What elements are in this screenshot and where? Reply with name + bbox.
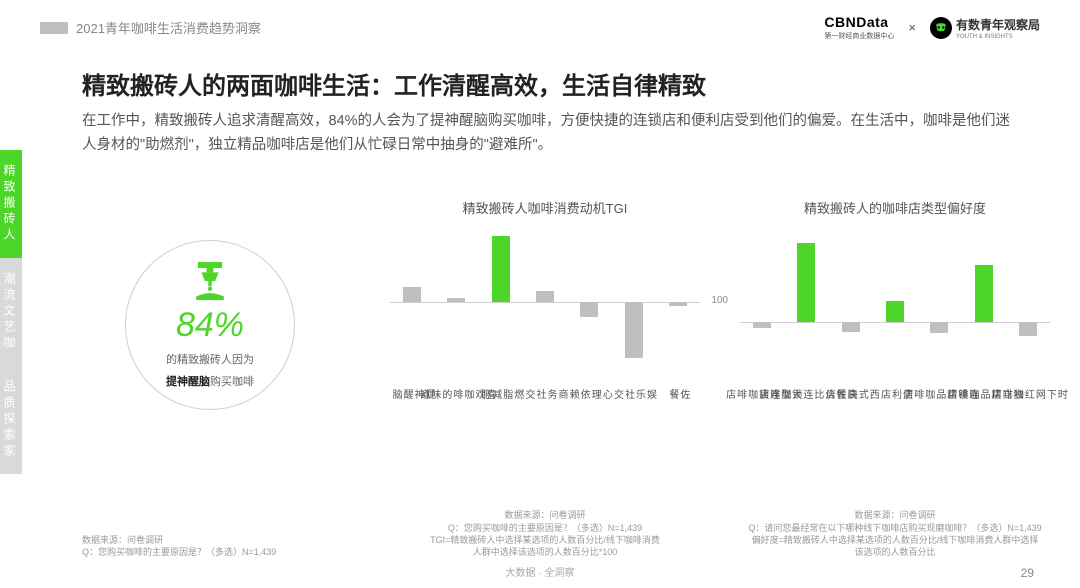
bar-column: 便利店 [879, 227, 911, 377]
chart-tgi-area: 100提神醒脑喜欢咖啡的味道燃脂减肥商务社交心理依赖娱乐社交佐餐 [390, 227, 700, 377]
bar-column: 提神醒脑 [396, 227, 428, 377]
side-tab[interactable]: 精致搬砖人 [0, 150, 22, 258]
bar-label: 心理依赖 [567, 389, 611, 400]
header-left: 2021青年咖啡生活消费趋势洞察 [40, 18, 261, 37]
bar [492, 236, 510, 302]
chart-preference-area: 大型连锁咖啡店高性价比连锁咖啡店西式快餐店便利店连锁精品咖啡店独立精品咖啡店时下… [740, 227, 1050, 377]
bar-label: 娱乐社交 [612, 389, 656, 400]
stat-line2: 提神醒脑购买咖啡 [166, 373, 254, 389]
bar [625, 302, 643, 358]
page-title: 精致搬砖人的两面咖啡生活：工作清醒高效，生活自律精致 [82, 66, 706, 101]
bar [580, 302, 598, 317]
stat-block: 84% 的精致搬砖人因为 提神醒脑购买咖啡 [110, 240, 310, 410]
bar-label: 西式快餐店 [823, 389, 878, 400]
header-right: CBNData 第一财经商业数据中心 × 有数青年观察局 YOUTH & INS… [824, 14, 1040, 41]
bar [842, 322, 860, 332]
logo-separator: × [908, 20, 916, 35]
footnote-mid: 数据来源：问卷调研Q：您购买咖啡的主要原因是？（多选）N=1,439TGI=精致… [390, 509, 700, 558]
report-title: 2021青年咖啡生活消费趋势洞察 [76, 18, 261, 37]
chart-tgi: 精致搬砖人咖啡消费动机TGI 100提神醒脑喜欢咖啡的味道燃脂减肥商务社交心理依… [390, 198, 700, 497]
chart-preference-bars: 大型连锁咖啡店高性价比连锁咖啡店西式快餐店便利店连锁精品咖啡店独立精品咖啡店时下… [740, 227, 1050, 377]
bar [930, 322, 948, 333]
side-tabs: 精致搬砖人潮流文艺咖品质探索家 [0, 150, 22, 474]
logo-youth-subtext: YOUTH & INSIGHTS [956, 34, 1040, 40]
report-slide: 2021青年咖啡生活消费趋势洞察 CBNData 第一财经商业数据中心 × 有数… [0, 0, 1080, 588]
bar [1019, 322, 1037, 336]
header-accent-block [40, 22, 68, 34]
side-tab[interactable]: 潮流文艺咖 [0, 258, 22, 366]
bar [797, 243, 815, 322]
bar-column: 商务社交 [529, 227, 561, 377]
youth-mask-icon [930, 17, 952, 39]
bar-column: 西式快餐店 [835, 227, 867, 377]
bar-column: 连锁精品咖啡店 [923, 227, 955, 377]
bar-label: 佐餐 [667, 389, 689, 400]
coffee-maker-icon [189, 262, 231, 300]
bar-label: 燃脂减肥 [479, 389, 523, 400]
chart-preference: 精致搬砖人的咖啡店类型偏好度 大型连锁咖啡店高性价比连锁咖啡店西式快餐店便利店连… [740, 198, 1050, 497]
stat-line1: 的精致搬砖人因为 [166, 351, 254, 367]
bar [669, 302, 687, 306]
bar [536, 291, 554, 302]
logo-cbndata: CBNData 第一财经商业数据中心 [824, 14, 894, 41]
stat-line2-bold: 提神醒脑 [166, 376, 210, 388]
bar [975, 265, 993, 322]
header: 2021青年咖啡生活消费趋势洞察 CBNData 第一财经商业数据中心 × 有数… [40, 14, 1040, 41]
bar-column: 佐餐 [662, 227, 694, 377]
logo-youth-text: 有数青年观察局 [956, 18, 1040, 32]
stat-line2-rest: 购买咖啡 [210, 376, 254, 388]
body-paragraph: 在工作中，精致搬砖人追求清醒高效，84%的人会为了提神醒脑购买咖啡，方便快捷的连… [82, 110, 1020, 158]
chart-tgi-bars: 100提神醒脑喜欢咖啡的味道燃脂减肥商务社交心理依赖娱乐社交佐餐 [390, 227, 700, 377]
bar-column: 独立精品咖啡店 [968, 227, 1000, 377]
bar-column: 时下网红咖啡店 [1012, 227, 1044, 377]
logo-youth: 有数青年观察局 YOUTH & INSIGHTS [930, 16, 1040, 40]
bar-column: 娱乐社交 [618, 227, 650, 377]
footer-center-text: 大数据 · 全洞察 [0, 564, 1080, 579]
footnote-right: 数据来源：问卷调研Q：请问您最经常在以下哪种线下咖啡店购买现磨咖啡？（多选）N=… [730, 509, 1060, 558]
bar-label: 时下网红咖啡店 [989, 389, 1066, 400]
logo-cbn-text: CBNData [824, 14, 888, 30]
logo-cbn-subtext: 第一财经商业数据中心 [824, 31, 894, 41]
page-number: 29 [1021, 566, 1034, 580]
footnote-left: 数据来源：问卷调研Q：您购买咖啡的主要原因是？（多选）N=1,439 [82, 534, 352, 558]
bar [753, 322, 771, 327]
bar-column: 喜欢咖啡的味道 [440, 227, 472, 377]
side-tab[interactable]: 品质探索家 [0, 366, 22, 474]
stat-value: 84% [176, 306, 244, 345]
bar-label: 商务社交 [523, 389, 567, 400]
stat-circle: 84% 的精致搬砖人因为 提神醒脑购买咖啡 [125, 240, 295, 410]
bar-column: 高性价比连锁咖啡店 [790, 227, 822, 377]
bar [447, 298, 465, 302]
bar [403, 287, 421, 302]
bar [886, 301, 904, 323]
bar-column: 燃脂减肥 [485, 227, 517, 377]
bar-column: 大型连锁咖啡店 [746, 227, 778, 377]
chart-preference-title: 精致搬砖人的咖啡店类型偏好度 [740, 198, 1050, 217]
logo-youth-text-wrap: 有数青年观察局 YOUTH & INSIGHTS [956, 16, 1040, 40]
chart-tgi-title: 精致搬砖人咖啡消费动机TGI [390, 198, 700, 217]
bar-column: 心理依赖 [573, 227, 605, 377]
baseline-label: 100 [711, 295, 728, 306]
